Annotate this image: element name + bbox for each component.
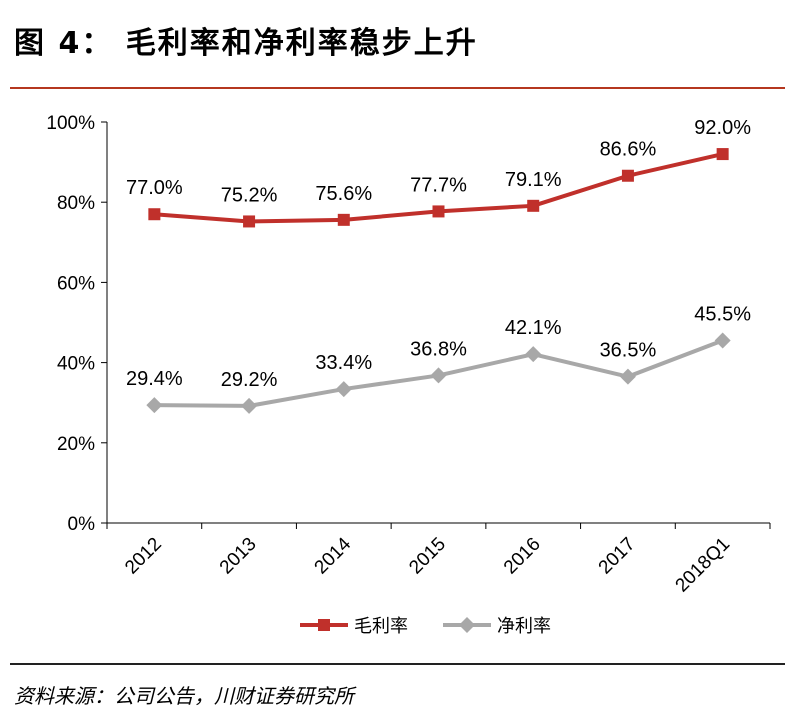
data-label: 75.6% xyxy=(315,183,372,205)
data-label: 33.4% xyxy=(315,352,372,374)
data-label: 79.1% xyxy=(505,169,562,191)
data-point xyxy=(243,215,256,228)
data-label: 29.4% xyxy=(126,368,183,390)
data-point xyxy=(525,346,542,363)
x-tick-label: 2012 xyxy=(121,534,166,579)
series-layer: 77.0% 75.2% 75.6% 77.7% 79.1% 86.6% 92.0% 29.4%… xyxy=(126,117,751,414)
y-tick-label: 0% xyxy=(68,514,96,535)
data-point xyxy=(527,199,540,212)
data-point xyxy=(146,397,163,414)
data-label: 42.1% xyxy=(505,317,562,339)
data-label: 86.6% xyxy=(600,139,657,161)
source-note: 资料来源：公司公告，川财证券研究所 xyxy=(14,684,354,708)
footer-divider xyxy=(10,663,785,665)
title-divider xyxy=(10,87,785,89)
y-tick-label: 40% xyxy=(57,354,95,375)
data-point xyxy=(621,169,634,182)
data-label: 77.0% xyxy=(126,177,183,199)
x-tick-label: 2017 xyxy=(595,534,640,579)
data-label: 77.7% xyxy=(410,174,467,196)
series-net-margin: 29.4% 29.2% 33.4% 36.8% 42.1% 36.5% 45.5% xyxy=(126,304,751,414)
y-tick-label: 80% xyxy=(57,193,95,214)
data-point xyxy=(335,381,352,398)
data-label: 92.0% xyxy=(694,117,751,139)
legend-label: 净利率 xyxy=(497,616,551,637)
data-point xyxy=(619,368,636,385)
data-point xyxy=(432,205,445,218)
chart-legend: 毛利率 净利率 xyxy=(300,616,551,637)
data-label: 36.8% xyxy=(410,338,467,360)
data-label: 29.2% xyxy=(221,369,278,391)
figure-title: 图 4： 毛利率和净利率稳步上升 xyxy=(14,26,478,61)
line-chart: 0% 20% 40% 60% 80% 100% 2012 2013 2014 2015 2016 20… xyxy=(46,113,771,637)
legend-marker xyxy=(318,619,330,631)
legend-label: 毛利率 xyxy=(354,616,408,637)
y-tick-label: 100% xyxy=(46,113,95,134)
x-tick-label: 2018Q1 xyxy=(672,534,735,597)
data-point xyxy=(241,397,258,414)
x-tick-label: 2016 xyxy=(500,534,545,579)
data-point xyxy=(714,332,731,349)
x-tick-label: 2014 xyxy=(311,533,356,578)
data-point xyxy=(337,213,350,226)
legend-item: 净利率 xyxy=(443,616,551,637)
y-tick-label: 60% xyxy=(57,273,95,294)
data-label: 45.5% xyxy=(694,304,751,326)
data-point xyxy=(148,208,161,221)
legend-item: 毛利率 xyxy=(300,616,408,637)
y-tick-label: 20% xyxy=(57,434,95,455)
x-tick-label: 2015 xyxy=(405,534,450,579)
series-gross-margin: 77.0% 75.2% 75.6% 77.7% 79.1% 86.6% 92.0% xyxy=(126,117,751,228)
x-tick-label: 2013 xyxy=(216,534,261,579)
data-label: 36.5% xyxy=(600,340,657,362)
legend-marker xyxy=(459,617,475,633)
data-point xyxy=(716,148,729,161)
data-label: 75.2% xyxy=(221,184,278,206)
data-point xyxy=(430,367,447,384)
